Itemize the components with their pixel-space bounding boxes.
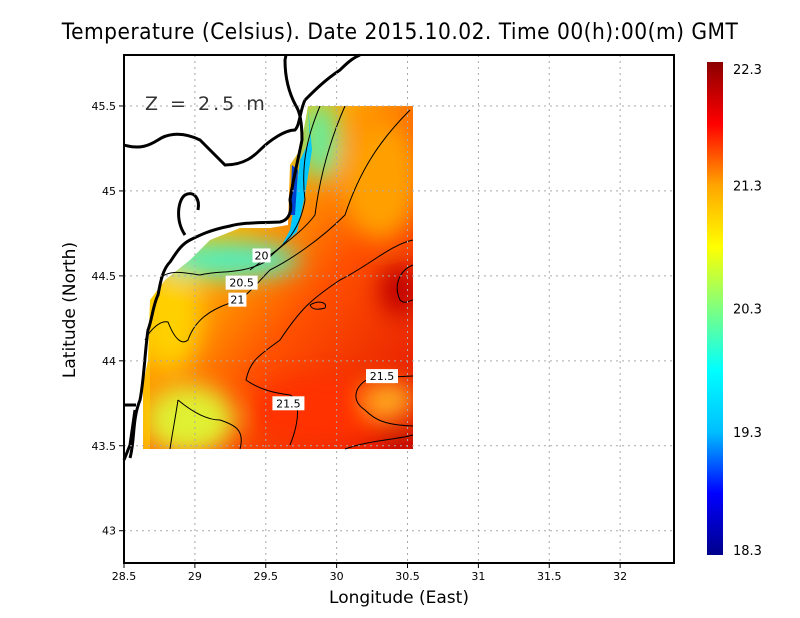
contour-labels: 20 20.5 21 21.5 21.5 — [225, 248, 398, 411]
x-tick-label: 31 — [471, 570, 485, 583]
x-tick-label: 30 — [330, 570, 344, 583]
y-tick-label: 44 — [102, 355, 116, 368]
contour-label-bg — [365, 369, 398, 384]
y-axis: 43 43.5 44 44.5 45 45.5 — [92, 100, 124, 538]
contour-label-bg — [272, 396, 305, 411]
colorbar-labels: 22.3 21.3 20.3 19.3 18.3 — [733, 63, 762, 559]
land-mask — [143, 106, 308, 385]
contour-label: 20 — [255, 249, 269, 262]
contour-label: 20.5 — [229, 277, 254, 290]
x-tick-label: 29 — [188, 570, 202, 583]
y-tick-label: 43.5 — [92, 440, 117, 453]
contour-label: 21.5 — [276, 397, 301, 410]
y-axis-label: Latitude (North) — [60, 241, 80, 379]
x-tick-label: 30.5 — [395, 570, 420, 583]
contour-label: 21.5 — [370, 370, 395, 383]
colorbar — [707, 62, 723, 555]
y-tick-label: 43 — [102, 525, 116, 538]
depth-annotation: Z = 2.5 m — [145, 93, 268, 115]
contour-label-bg — [225, 275, 258, 290]
y-tick-label: 45.5 — [92, 100, 117, 113]
x-tick-label: 29.5 — [254, 570, 279, 583]
contour-label: 21 — [230, 294, 244, 307]
y-tick-label: 45 — [102, 185, 116, 198]
grid-lines — [124, 55, 674, 563]
colorbar-tick-label: 18.3 — [733, 544, 762, 559]
x-tick-label: 32 — [613, 570, 627, 583]
contour-label-bg — [252, 248, 271, 263]
contour-label-bg — [228, 292, 247, 307]
x-axis: 28.5 29 29.5 30 30.5 31 31.5 32 — [112, 563, 627, 583]
x-tick-label: 28.5 — [112, 570, 137, 583]
plot-frame — [123, 54, 675, 564]
colorbar-tick-label: 20.3 — [733, 303, 762, 318]
x-axis-label: Longitude (East) — [329, 588, 469, 608]
coastline — [122, 53, 361, 461]
x-tick-label: 31.5 — [537, 570, 562, 583]
y-tick-label: 44.5 — [92, 270, 117, 283]
colorbar-tick-label: 21.3 — [733, 179, 762, 194]
colorbar-tick-label: 22.3 — [733, 63, 762, 78]
colorbar-tick-label: 19.3 — [733, 426, 762, 441]
chart-title: Temperature (Celsius). Date 2015.10.02. … — [61, 20, 739, 45]
